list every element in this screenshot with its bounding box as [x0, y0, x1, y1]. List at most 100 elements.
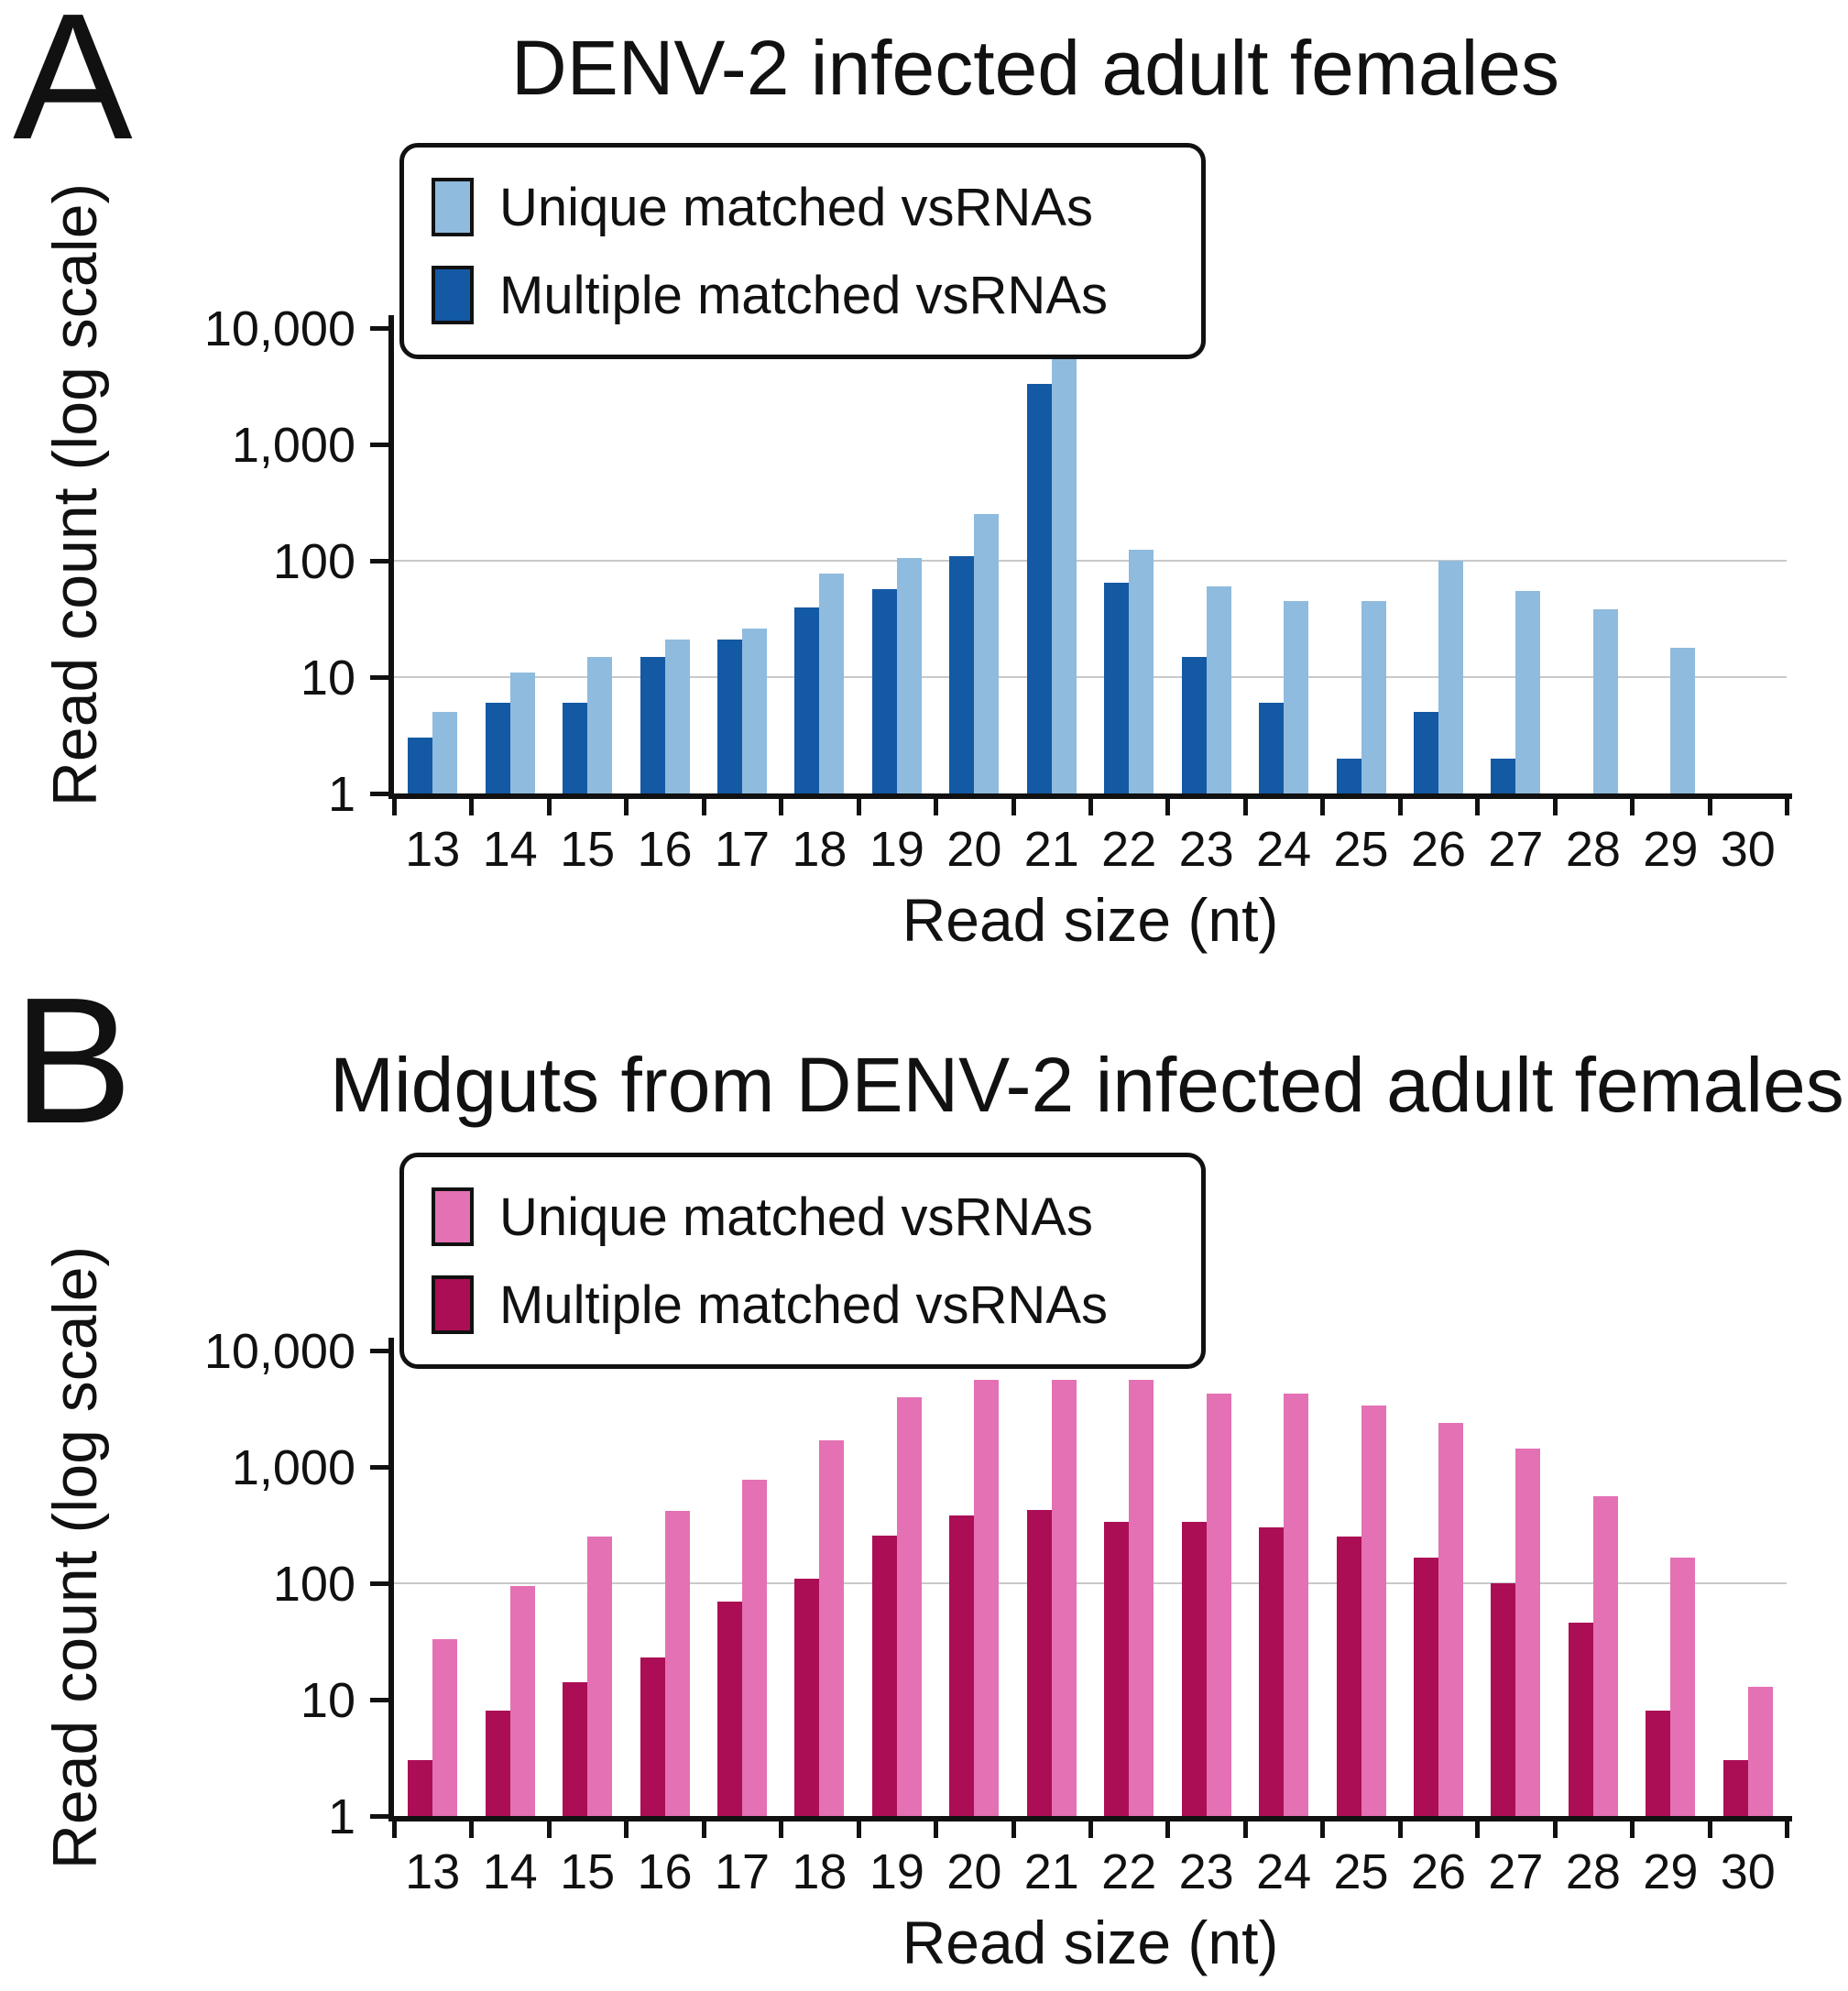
y-tick-label: 10 — [300, 651, 355, 706]
x-tick — [1242, 799, 1248, 815]
bar-multiple-21 — [1026, 384, 1052, 793]
y-tick — [370, 1349, 388, 1353]
x-tick — [1630, 799, 1635, 815]
x-tick-label: 27 — [1488, 1844, 1544, 1899]
legend-row-unique: Unique matched vsRNAs — [432, 1177, 1174, 1256]
panel-b-letter: B — [13, 960, 133, 1161]
bar-multiple-18 — [794, 607, 820, 793]
legend-row-multiple: Multiple matched vsRNAs — [432, 256, 1174, 334]
x-tick-label: 30 — [1720, 1844, 1776, 1899]
bar-multiple-25 — [1336, 1537, 1361, 1816]
x-tick — [1552, 799, 1558, 815]
y-tick — [370, 792, 388, 796]
bar-unique-22 — [1129, 549, 1154, 793]
x-tick — [392, 799, 397, 815]
y-tick-label: 1 — [327, 767, 355, 822]
bar-multiple-24 — [1259, 703, 1285, 793]
bar-unique-23 — [1206, 586, 1231, 793]
bar-unique-24 — [1284, 601, 1309, 793]
x-tick-label: 28 — [1565, 1844, 1621, 1899]
x-tick-label: 15 — [560, 1844, 616, 1899]
x-tick-label: 22 — [1101, 822, 1157, 877]
bar-unique-16 — [664, 640, 690, 793]
y-tick-label: 10,000 — [203, 1324, 355, 1379]
bar-multiple-14 — [485, 703, 510, 793]
x-tick-label: 26 — [1410, 822, 1467, 877]
bar-unique-17 — [742, 1479, 767, 1816]
bar-multiple-27 — [1491, 1583, 1516, 1816]
x-tick — [392, 1821, 397, 1838]
x-tick-label: 29 — [1643, 1844, 1699, 1899]
x-tick-label: 29 — [1643, 822, 1699, 877]
bar-multiple-13 — [408, 1760, 433, 1816]
gridline-10 — [394, 676, 1787, 678]
legend-row-unique: Unique matched vsRNAs — [432, 168, 1174, 246]
x-tick — [1088, 1821, 1093, 1838]
x-tick-label: 17 — [714, 1844, 771, 1899]
y-tick-label: 10,000 — [203, 301, 355, 356]
y-tick — [370, 559, 388, 563]
y-tick — [370, 675, 388, 680]
bar-unique-26 — [1438, 561, 1463, 793]
x-tick — [1707, 799, 1712, 815]
x-tick — [856, 1821, 861, 1838]
x-axis-line — [388, 793, 1792, 799]
x-tick-label: 26 — [1410, 1844, 1467, 1899]
y-tick — [370, 1698, 388, 1702]
x-tick — [1011, 1821, 1016, 1838]
x-tick — [1242, 1821, 1248, 1838]
bar-unique-13 — [432, 1639, 458, 1816]
y-tick-label: 100 — [272, 1557, 355, 1612]
bar-unique-15 — [587, 656, 613, 793]
x-tick-label: 16 — [637, 1844, 693, 1899]
x-tick — [1707, 1821, 1712, 1838]
x-tick — [1552, 1821, 1558, 1838]
x-tick-label: 19 — [869, 822, 924, 877]
y-tick — [370, 1814, 388, 1819]
x-tick — [934, 1821, 939, 1838]
x-tick-label: 18 — [792, 822, 847, 877]
x-tick-label: 13 — [405, 1844, 461, 1899]
bar-unique-28 — [1592, 609, 1618, 793]
bar-unique-18 — [819, 573, 845, 793]
x-tick — [1397, 799, 1403, 815]
legend-label-multiple: Multiple matched vsRNAs — [499, 1274, 1108, 1335]
x-tick — [1088, 799, 1093, 815]
x-tick — [1397, 1821, 1403, 1838]
bar-multiple-22 — [1104, 582, 1130, 793]
bar-unique-23 — [1206, 1393, 1231, 1816]
x-tick-label: 21 — [1023, 1844, 1079, 1899]
x-tick-label: 21 — [1023, 822, 1079, 877]
bar-unique-19 — [896, 1396, 922, 1816]
bar-multiple-13 — [408, 738, 433, 793]
bar-multiple-20 — [949, 1515, 975, 1816]
x-tick-label: 20 — [946, 822, 1002, 877]
bar-multiple-27 — [1491, 758, 1516, 793]
y-tick — [370, 326, 388, 331]
x-tick-label: 17 — [714, 822, 771, 877]
bar-multiple-21 — [1026, 1509, 1052, 1816]
bar-multiple-16 — [640, 1657, 665, 1816]
x-tick-label: 14 — [482, 1844, 538, 1899]
bar-multiple-19 — [871, 589, 897, 793]
x-tick — [856, 799, 861, 815]
bar-unique-14 — [509, 1585, 535, 1816]
bar-multiple-16 — [640, 656, 665, 793]
bar-multiple-17 — [717, 640, 742, 793]
x-tick — [701, 799, 706, 815]
bar-unique-20 — [974, 514, 1000, 793]
bar-multiple-15 — [563, 703, 588, 793]
x-tick-label: 28 — [1565, 822, 1621, 877]
panel-b-x-axis-title: Read size (nt) — [902, 1909, 1279, 1976]
x-tick-label: 23 — [1178, 1844, 1234, 1899]
panel-a-legend: Unique matched vsRNAs Multiple matched v… — [399, 143, 1206, 359]
bar-multiple-30 — [1722, 1760, 1748, 1816]
bar-multiple-14 — [485, 1711, 510, 1816]
panel-a-letter: A — [13, 0, 133, 177]
x-tick — [624, 799, 629, 815]
x-tick — [1165, 1821, 1171, 1838]
x-tick-label: 24 — [1256, 1844, 1312, 1899]
x-tick — [1785, 1821, 1789, 1838]
unique-swatch-icon — [432, 1187, 474, 1246]
